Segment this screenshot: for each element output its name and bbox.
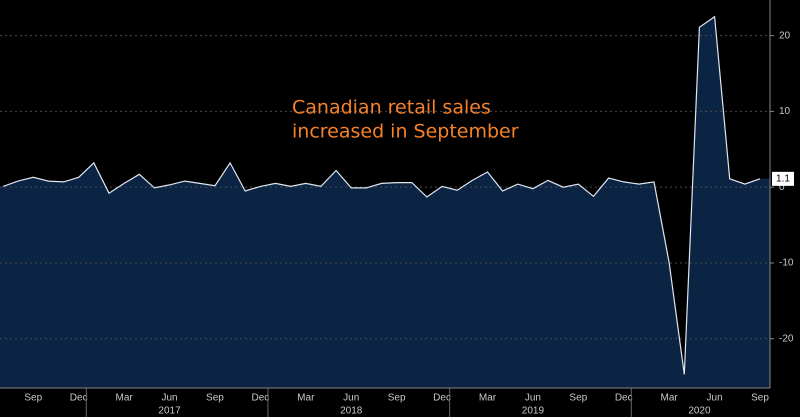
x-tick-label: Mar (479, 393, 497, 404)
year-label: 2017 (158, 406, 181, 417)
x-tick-label: Dec (615, 393, 633, 404)
x-tick-label: Mar (297, 393, 315, 404)
x-tick-label: Mar (116, 393, 134, 404)
x-tick-label: Jun (343, 393, 359, 404)
last-value-box (772, 171, 794, 186)
year-label: 2020 (688, 406, 711, 417)
line (2, 15, 761, 375)
x-tick-label: Jun (525, 393, 541, 404)
annotation: increased in September (292, 121, 519, 143)
y-tick-label: 20 (779, 30, 791, 41)
x-tick-label: Sep (206, 393, 224, 404)
x-tick-label: Sep (751, 393, 769, 404)
y-tick-label: -20 (779, 333, 794, 344)
x-tick-label: Jun (707, 393, 723, 404)
x-tick-label: Mar (661, 393, 679, 404)
y-tick-label: 10 (779, 106, 791, 117)
annotation: Canadian retail sales (292, 97, 491, 119)
x-tick-label: Dec (433, 393, 451, 404)
year-label: 2018 (340, 406, 363, 417)
x-tick-label: Sep (388, 393, 406, 404)
x-tick-label: Jun (161, 393, 177, 404)
x-tick-label: Dec (251, 393, 269, 404)
y-tick-label: 0 (779, 182, 785, 193)
x-tick-label: Sep (24, 393, 42, 404)
area (0, 16, 770, 388)
x-tick-label: Sep (569, 393, 587, 404)
x-tick-label: Dec (70, 393, 88, 404)
year-label: 2019 (522, 406, 545, 417)
y-tick-label: -10 (779, 258, 794, 269)
last-value-label: 1.1 (776, 173, 790, 184)
